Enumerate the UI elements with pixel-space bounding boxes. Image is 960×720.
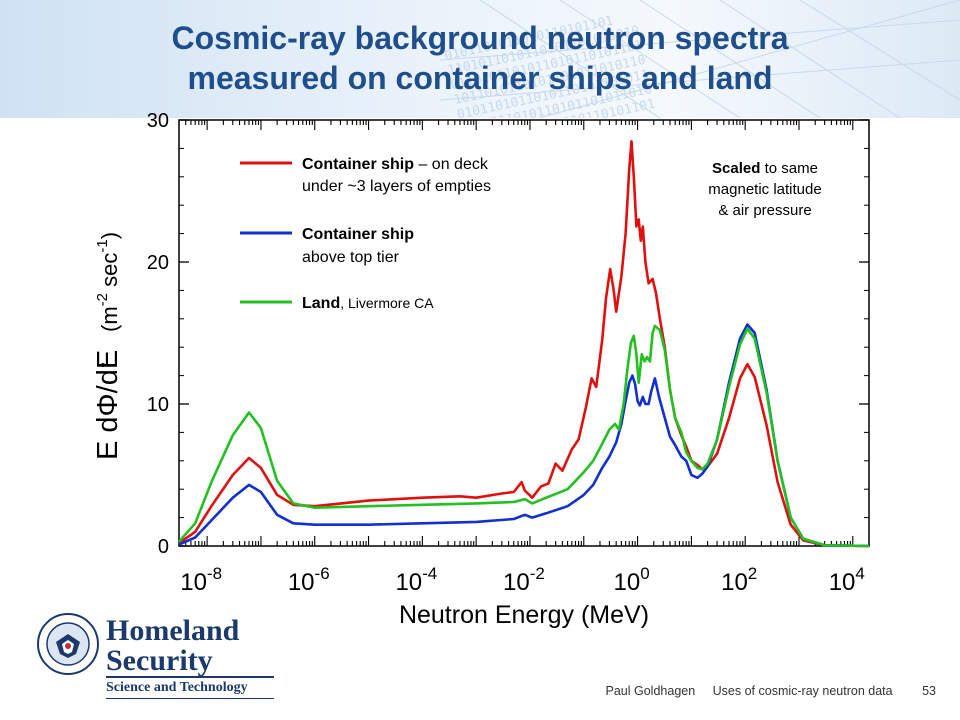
y-unit-close: ) — [97, 232, 122, 239]
legend-land-rest: , Livermore CA — [340, 295, 434, 311]
y-tick-label: 30 — [147, 110, 169, 132]
y-axis-label: E dΦ/dE (m-2 sec-1) — [92, 232, 124, 460]
x-tick-label: 100 — [613, 564, 649, 596]
legend-land-bold: Land — [302, 295, 340, 312]
title-line-1: Cosmic-ray background neutron spectra — [171, 20, 789, 56]
dhs-seal-icon — [37, 613, 99, 675]
legend-ship-deck-rest: – on deck — [414, 156, 489, 173]
x-tick-label: 10-6 — [288, 564, 330, 596]
legend-ship-deck-bold: Container ship — [302, 156, 414, 173]
y-axis-label-main: E dΦ/dE — [92, 350, 124, 460]
title-banner: 0101101011010110101101 11010110101101011… — [0, 0, 960, 118]
slide-footer: Paul Goldhagen Uses of cosmic-ray neutro… — [592, 684, 936, 698]
series-line-3 — [178, 324, 870, 548]
legend-label-ship-top: Container ship — [302, 226, 414, 243]
dhs-logo: Homeland Security Science and Technology — [36, 612, 274, 712]
dhs-line-1: Homeland — [106, 614, 240, 647]
x-tick-label: 10-8 — [180, 564, 222, 596]
y-tick-label: 20 — [147, 252, 169, 274]
note-line3: & air pressure — [718, 202, 811, 219]
legend-ship-top-bold: Container ship — [302, 226, 414, 243]
legend-ship-deck-line2: under ~3 layers of empties — [302, 178, 491, 195]
y-tick-label: 0 — [158, 536, 169, 558]
dhs-division: Science and Technology — [106, 680, 248, 695]
svg-text:(m-2 sec-1): (m-2 sec-1) — [94, 232, 122, 332]
dhs-line-2: Security — [106, 644, 213, 677]
dhs-rule-bottom — [106, 698, 274, 699]
x-axis-label: Neutron Energy (MeV) — [399, 601, 649, 629]
y-unit-exp2: -1 — [94, 239, 111, 252]
x-tick-label: 104 — [829, 564, 865, 596]
x-tick-label: 102 — [721, 564, 757, 596]
dhs-wordmark: Homeland Security — [106, 616, 239, 676]
slide-title: Cosmic-ray background neutron spectra me… — [0, 18, 960, 98]
legend-label-ship-deck: Container ship – on deck — [302, 156, 489, 173]
svg-text:Scaled to same: Scaled to same — [712, 160, 818, 177]
legend-label-land: Land, Livermore CA — [302, 295, 434, 312]
y-unit-exp1: -2 — [94, 293, 111, 306]
phi-dot — [101, 363, 105, 367]
y-unit-open: (m — [97, 306, 122, 332]
note-line2: magnetic latitude — [708, 181, 821, 198]
legend: Container ship – on deck under ~3 layers… — [240, 156, 491, 312]
title-line-2: measured on container ships and land — [187, 60, 773, 96]
footer-talk: Uses of cosmic-ray neutron data — [712, 684, 893, 698]
x-tick-label: 10-2 — [503, 564, 545, 596]
note-line1: to same — [760, 160, 818, 177]
y-axis-ticks: 0 10 20 30 — [147, 110, 869, 558]
x-axis-ticks: 10-8 10-6 10-4 10-2 100 102 104 — [178, 120, 870, 596]
legend-ship-top-line2: above top tier — [302, 249, 400, 266]
note-bold: Scaled — [712, 160, 760, 177]
series-group — [178, 140, 870, 548]
dhs-rule-top — [106, 676, 274, 678]
footer-page-number: 53 — [922, 684, 936, 698]
footer-author: Paul Goldhagen — [605, 684, 696, 698]
y-tick-label: 10 — [147, 394, 169, 416]
scaling-note: Scaled to same magnetic latitude & air p… — [708, 160, 821, 219]
y-unit-mid: sec — [97, 253, 122, 293]
network-lines-decoration — [440, 0, 960, 118]
x-tick-label: 10-4 — [395, 564, 437, 596]
neutron-spectra-chart: 0 10 20 30 10-8 10-6 10-4 10-2 100 102 104 Contai… — [92, 110, 870, 629]
